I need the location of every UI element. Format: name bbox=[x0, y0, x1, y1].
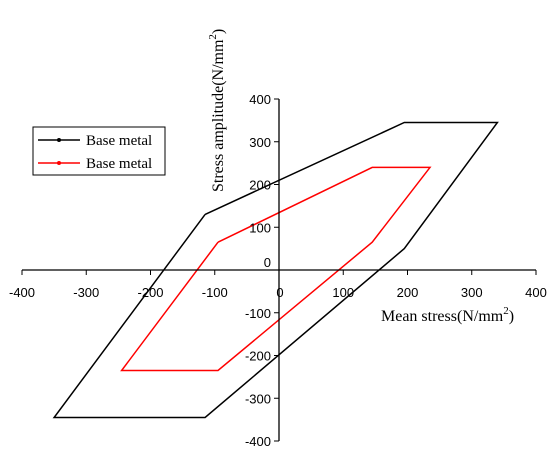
legend-label-2: Base metal bbox=[86, 156, 152, 172]
x-tick-label: 200 bbox=[397, 285, 419, 300]
x-tick-label: -100 bbox=[202, 285, 228, 300]
y-axis-title: Stress amplitude(N/mm2) bbox=[207, 29, 227, 192]
legend-entry-2: Base metal bbox=[38, 156, 152, 172]
series-line-1 bbox=[52, 121, 499, 419]
tick-labels: -400 -300 -200 -100 0 100 200 300 400 -400 -300 -20… bbox=[9, 92, 547, 449]
x-tick-label: 400 bbox=[525, 285, 547, 300]
legend-label-1: Base metal bbox=[86, 133, 152, 149]
series-line-2 bbox=[120, 166, 432, 372]
axes-layer bbox=[21, 98, 537, 442]
x-tick-label: 100 bbox=[332, 285, 354, 300]
legend-marker-1 bbox=[57, 138, 61, 142]
x-tick-label: -300 bbox=[73, 285, 99, 300]
y-tick-label: 0 bbox=[264, 255, 271, 270]
legend-entry-1: Base metal bbox=[38, 133, 152, 149]
x-axis-title: Mean stress(N/mm2) bbox=[381, 305, 514, 325]
y-tick-label: 300 bbox=[249, 135, 271, 150]
y-tick-label: 100 bbox=[249, 220, 271, 235]
y-tick-label: -100 bbox=[245, 306, 271, 321]
y-tick-label: 200 bbox=[249, 178, 271, 193]
series-layer bbox=[52, 121, 499, 419]
y-tick-label: -400 bbox=[245, 434, 271, 449]
y-tick-label: -300 bbox=[245, 391, 271, 406]
y-tick-label: 400 bbox=[249, 92, 271, 107]
x-tick-label: 300 bbox=[461, 285, 483, 300]
x-tick-label: -400 bbox=[9, 285, 35, 300]
y-tick-label: -200 bbox=[245, 349, 271, 364]
legend-marker-2 bbox=[57, 161, 61, 165]
legend: Base metal Base metal bbox=[32, 126, 166, 176]
x-tick-label: 0 bbox=[276, 285, 283, 300]
x-tick-label: -200 bbox=[137, 285, 163, 300]
legend-box bbox=[32, 126, 166, 176]
